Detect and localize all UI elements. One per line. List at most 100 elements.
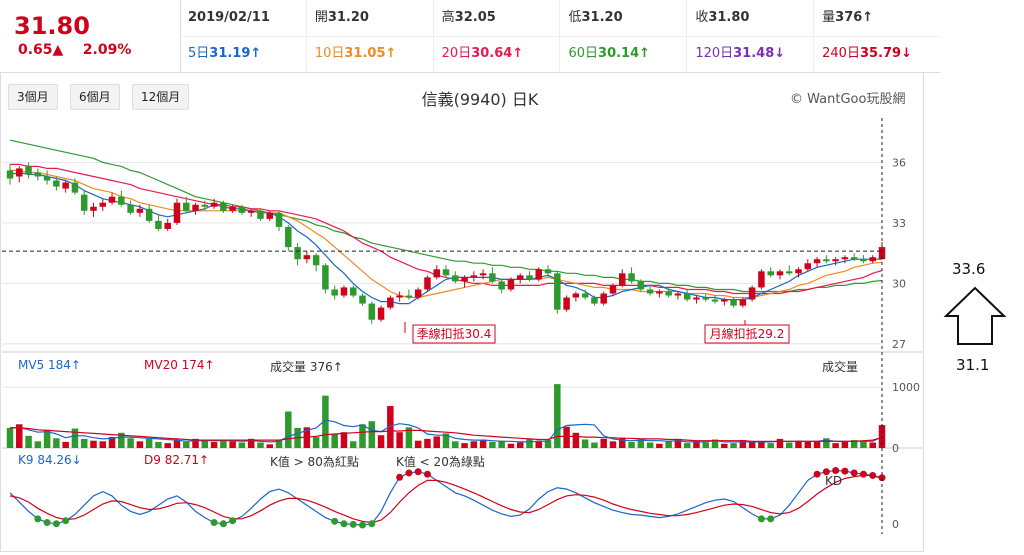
volume-bar (312, 437, 320, 448)
volume-bar (405, 427, 413, 448)
price-tick-label: 36 (892, 156, 906, 169)
candle-body (795, 269, 802, 274)
candle (600, 291, 607, 306)
candle (312, 253, 320, 272)
volume-bar (860, 441, 867, 448)
volume-bar (340, 432, 348, 448)
candle-body (470, 275, 478, 278)
volume-bar (609, 441, 617, 448)
candle (34, 168, 42, 181)
candle (795, 267, 802, 278)
candle-body (405, 295, 413, 298)
volume-bar (136, 441, 144, 448)
kd-red-dot (396, 473, 404, 481)
candle (192, 202, 199, 215)
candle-body (442, 269, 450, 276)
candle (702, 293, 709, 302)
volume-bar (6, 427, 14, 448)
candle (266, 210, 273, 221)
range-12m-button[interactable]: 12個月 (132, 84, 190, 110)
price-box: 31.80 0.65▲ 2.09% (0, 0, 181, 72)
volume-bar (619, 437, 626, 448)
volume-bar (674, 438, 682, 448)
candle (80, 190, 88, 215)
candle-body (869, 257, 876, 262)
candle (748, 285, 756, 302)
candle (628, 267, 635, 284)
volume-bar (285, 411, 292, 448)
kd-green-dot (331, 517, 339, 525)
candle (619, 269, 626, 288)
candle-body (183, 202, 190, 211)
candle-body (201, 204, 209, 207)
candle (164, 218, 171, 231)
volume-bar (322, 395, 329, 448)
mv5-line (9, 419, 883, 443)
candle (683, 289, 691, 302)
candle-body (776, 271, 784, 276)
volume-bar (526, 439, 533, 448)
quote-volume: 量376↑ (822, 10, 874, 25)
volume-bar (869, 442, 876, 448)
candle (850, 253, 858, 262)
candle (303, 251, 311, 264)
kd-red-dot (859, 470, 867, 478)
volume-bar (377, 435, 385, 448)
kd-green-dot (34, 515, 42, 523)
candle (275, 210, 283, 231)
brand-label: © WantGoo玩股網 (790, 92, 906, 107)
volume-bar (108, 437, 116, 448)
candle-body (479, 273, 487, 276)
volume-bar (581, 439, 589, 448)
kd-red-dot (878, 474, 886, 482)
candle-body (535, 269, 543, 280)
candle (108, 192, 116, 205)
candle-body (220, 202, 227, 211)
range-6m-button[interactable]: 6個月 (70, 84, 120, 110)
volume-bar (25, 435, 32, 448)
range-3m-button[interactable]: 3個月 (8, 84, 58, 110)
candle (220, 200, 227, 213)
candle-body (591, 297, 598, 304)
candle (535, 267, 543, 282)
volume-bar (359, 424, 366, 448)
candle-body (563, 297, 570, 310)
candle (526, 271, 533, 282)
candle (155, 214, 162, 231)
ohlc-row: 2019/02/11 開31.20 高32.05 低31.20 收31.80 量… (180, 0, 940, 37)
volume-bar (145, 438, 153, 448)
ma-row: 5日31.19↑ 10日31.05↑ 20日30.64↑ 60日30.14↑ 1… (180, 36, 940, 72)
candle (609, 283, 617, 296)
volume-bar (387, 406, 394, 448)
volume-bar (183, 441, 190, 448)
candle-body (210, 202, 218, 207)
candle-body (739, 299, 747, 306)
d9-label: D9 82.71↑ (144, 453, 210, 467)
ma5-line (9, 171, 882, 305)
volume-bar (192, 438, 199, 448)
candle (201, 200, 209, 211)
volume-bar (442, 433, 450, 448)
kd-green-dot (219, 520, 227, 528)
kd-green-dot (349, 520, 357, 528)
candle-body (554, 273, 561, 310)
candle-body (127, 204, 134, 213)
candle (6, 164, 14, 185)
candle (359, 293, 366, 306)
volume-bar (479, 439, 487, 448)
candle-body (433, 269, 440, 278)
kd-green-dot (368, 520, 376, 528)
candle-body (16, 168, 23, 177)
candle-body (572, 293, 580, 298)
volume-bar (118, 432, 125, 448)
kd-red-dot (423, 470, 431, 478)
candle-body (285, 226, 292, 248)
mv20-line (10, 427, 883, 442)
candle (785, 265, 793, 276)
candle-body (646, 289, 654, 294)
volume-bar (832, 443, 839, 448)
kd-green-dot (210, 519, 218, 527)
volume-bar (823, 438, 830, 448)
volume-bar (396, 432, 403, 448)
